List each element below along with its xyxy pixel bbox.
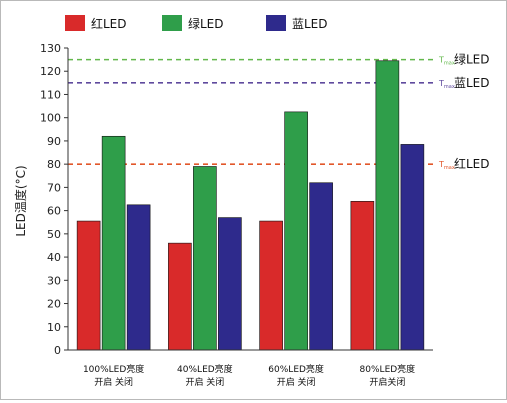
y-tick-label: 110 <box>40 88 61 101</box>
bar <box>375 60 400 351</box>
legend-label: 蓝LED <box>292 17 328 31</box>
threshold-marker: Tmax <box>438 56 455 67</box>
threshold-label: 蓝LED <box>454 76 490 90</box>
y-tick-label: 50 <box>47 228 61 241</box>
y-tick-label: 120 <box>40 65 61 78</box>
x-tick-label: 开启 关闭 <box>185 376 224 388</box>
y-tick-label: 40 <box>47 251 61 264</box>
bar <box>101 135 126 351</box>
threshold-marker: Tmax <box>438 79 455 90</box>
y-tick-label: 20 <box>47 298 61 311</box>
x-tick-label: 开启关闭 <box>369 376 405 388</box>
bar <box>284 111 308 351</box>
x-tick-label: 40%LED亮度 <box>177 363 233 375</box>
y-tick-label: 10 <box>47 321 61 334</box>
x-tick-label: 60%LED亮度 <box>268 363 324 375</box>
x-tick-label: 开启 关闭 <box>277 376 316 388</box>
axes: 0 10 20 30 40 50 60 70 80 90 100 110 120 130 <box>40 42 433 357</box>
bar <box>350 201 375 351</box>
legend-label: 红LED <box>91 16 127 31</box>
legend-label: 绿LED <box>188 16 224 31</box>
legend-swatch <box>65 15 85 31</box>
bar <box>259 220 283 351</box>
y-tick-label: 70 <box>47 181 61 194</box>
y-tick-label: 30 <box>47 274 61 287</box>
y-tick-label: 100 <box>40 112 61 125</box>
x-tick-label: 开启 关闭 <box>94 376 133 388</box>
y-tick-label: 130 <box>40 42 61 55</box>
bar <box>168 242 192 351</box>
threshold-label: 红LED <box>454 156 490 171</box>
x-tick-label: 100%LED亮度 <box>83 363 144 375</box>
y-tick-label: 0 <box>54 344 61 357</box>
threshold-label: 绿LED <box>454 52 490 67</box>
bar <box>193 166 217 351</box>
legend-swatch <box>266 15 286 31</box>
bar <box>400 144 425 351</box>
bar <box>218 217 242 351</box>
threshold-marker: Tmax <box>438 160 455 171</box>
x-tick-label: 80%LED亮度 <box>360 363 416 375</box>
y-tick-label: 80 <box>47 158 61 171</box>
bar <box>76 220 101 351</box>
y-tick-label: 90 <box>47 135 61 148</box>
legend: 红LED 绿LED 蓝LED <box>65 15 328 31</box>
bar <box>309 182 333 351</box>
y-tick-label: 60 <box>47 205 61 218</box>
y-axis-label: LED温度(°C) <box>13 165 28 236</box>
bar <box>126 204 151 351</box>
legend-swatch <box>162 15 182 31</box>
